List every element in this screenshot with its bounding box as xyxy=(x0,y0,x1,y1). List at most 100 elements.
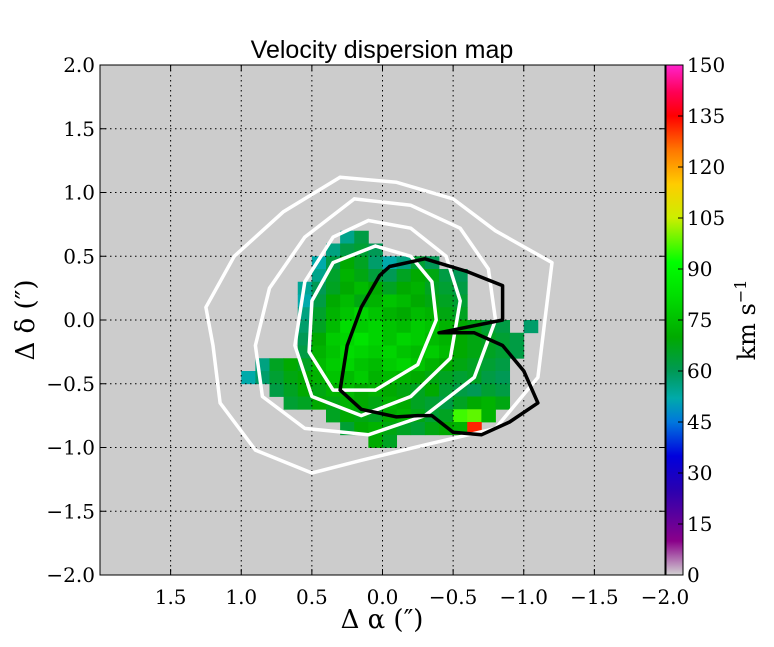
y-tick-label: −1.0 xyxy=(46,436,95,460)
colorbar-label: km s−1 xyxy=(731,280,761,361)
velocity-pixel xyxy=(297,396,313,410)
velocity-pixel xyxy=(467,396,482,410)
velocity-pixel xyxy=(382,332,398,346)
y-tick-label: −2.0 xyxy=(46,563,95,587)
velocity-pixel xyxy=(453,332,468,346)
y-tick-label: 0.5 xyxy=(63,244,95,268)
y-tick-label: −0.5 xyxy=(46,372,95,396)
velocity-pixel xyxy=(410,307,426,321)
velocity-pixel xyxy=(382,269,398,283)
velocity-pixel xyxy=(410,269,426,283)
velocity-pixel xyxy=(326,243,341,257)
velocity-pixel xyxy=(368,256,383,270)
velocity-pixel xyxy=(340,281,355,295)
colorbar-tick-label: 45 xyxy=(687,410,712,434)
velocity-pixel xyxy=(410,332,426,346)
contour-layer xyxy=(204,175,554,475)
velocity-pixel xyxy=(382,320,398,334)
velocity-pixel xyxy=(495,383,511,397)
velocity-pixel xyxy=(311,307,327,321)
colorbar-tick-label: 105 xyxy=(687,206,725,230)
velocity-pixel xyxy=(354,230,369,244)
velocity-pixel xyxy=(354,256,369,270)
x-tick-label: 0.5 xyxy=(296,585,328,609)
velocity-pixel xyxy=(311,332,327,346)
velocity-pixel xyxy=(354,358,369,372)
velocity-pixel xyxy=(340,243,355,257)
velocity-pixel xyxy=(340,269,355,283)
velocity-pixel xyxy=(396,307,412,321)
colorbar-tick-label: 0 xyxy=(687,563,700,587)
velocity-pixel xyxy=(439,281,454,295)
colorbar-label-exponent: −1 xyxy=(731,280,750,304)
x-tick-label: −1.5 xyxy=(570,585,619,609)
velocity-pixel xyxy=(453,371,468,385)
y-tick-label: 1.5 xyxy=(63,117,95,141)
x-tick-label: −1.0 xyxy=(499,585,548,609)
velocity-pixel xyxy=(453,409,468,423)
colorbar-tick-label: 120 xyxy=(687,155,725,179)
velocity-pixel xyxy=(368,345,383,359)
velocity-pixel xyxy=(424,383,440,397)
velocity-pixel xyxy=(354,371,369,385)
x-tick-label: −0.5 xyxy=(429,585,478,609)
velocity-pixel xyxy=(382,281,398,295)
velocity-pixel xyxy=(283,383,299,397)
velocity-pixel xyxy=(382,358,398,372)
velocity-pixel xyxy=(481,371,496,385)
velocity-pixel xyxy=(311,345,327,359)
velocity-pixel xyxy=(424,422,440,436)
velocity-pixel xyxy=(269,371,285,385)
velocity-pixel xyxy=(269,383,285,397)
x-tick-label: 0.0 xyxy=(367,585,399,609)
velocity-pixel xyxy=(326,371,341,385)
velocity-pixel xyxy=(439,332,454,346)
velocity-pixel xyxy=(523,320,539,334)
velocity-pixel xyxy=(481,358,496,372)
velocity-pixel xyxy=(326,307,341,321)
velocity-pixel xyxy=(382,307,398,321)
velocity-pixel xyxy=(453,396,468,410)
velocity-pixel xyxy=(439,294,454,308)
velocity-pixel xyxy=(424,358,440,372)
velocity-pixel xyxy=(396,269,412,283)
velocity-pixel xyxy=(368,332,383,346)
y-tick-label: 0.0 xyxy=(63,308,95,332)
velocity-pixel xyxy=(481,409,496,423)
velocity-pixel xyxy=(481,396,496,410)
velocity-pixel xyxy=(509,345,525,359)
velocity-pixel xyxy=(326,358,341,372)
velocity-pixel xyxy=(326,332,341,346)
velocity-pixel xyxy=(410,281,426,295)
velocity-pixel xyxy=(354,269,369,283)
colorbar-label-unit: km s xyxy=(733,303,761,360)
velocity-pixel xyxy=(340,294,355,308)
velocity-pixel xyxy=(481,383,496,397)
velocity-pixel xyxy=(453,358,468,372)
velocity-pixel xyxy=(368,358,383,372)
x-tick-label: 1.5 xyxy=(155,585,187,609)
velocity-pixel xyxy=(326,409,341,423)
velocity-pixel xyxy=(311,320,327,334)
velocity-pixel xyxy=(410,422,426,436)
colorbar-tick-label: 30 xyxy=(687,461,712,485)
velocity-pixel xyxy=(326,294,341,308)
velocity-pixel xyxy=(326,345,341,359)
velocity-pixel xyxy=(495,320,511,334)
colorbar-tick-label: 15 xyxy=(687,512,712,536)
velocity-pixel xyxy=(368,294,383,308)
velocity-pixel xyxy=(509,332,525,346)
velocity-pixel xyxy=(340,230,355,244)
velocity-pixel xyxy=(368,434,383,448)
velocity-pixel xyxy=(382,434,398,448)
y-tick-label: 1.0 xyxy=(63,181,95,205)
velocity-pixel xyxy=(326,320,341,334)
velocity-pixel xyxy=(439,383,454,397)
grid-lines xyxy=(100,65,665,575)
y-axis-label: Δ δ (″) xyxy=(11,280,41,361)
velocity-pixel xyxy=(439,307,454,321)
contour-white-4 xyxy=(307,244,438,392)
plot-area xyxy=(99,64,666,576)
velocity-pixel xyxy=(467,409,482,423)
